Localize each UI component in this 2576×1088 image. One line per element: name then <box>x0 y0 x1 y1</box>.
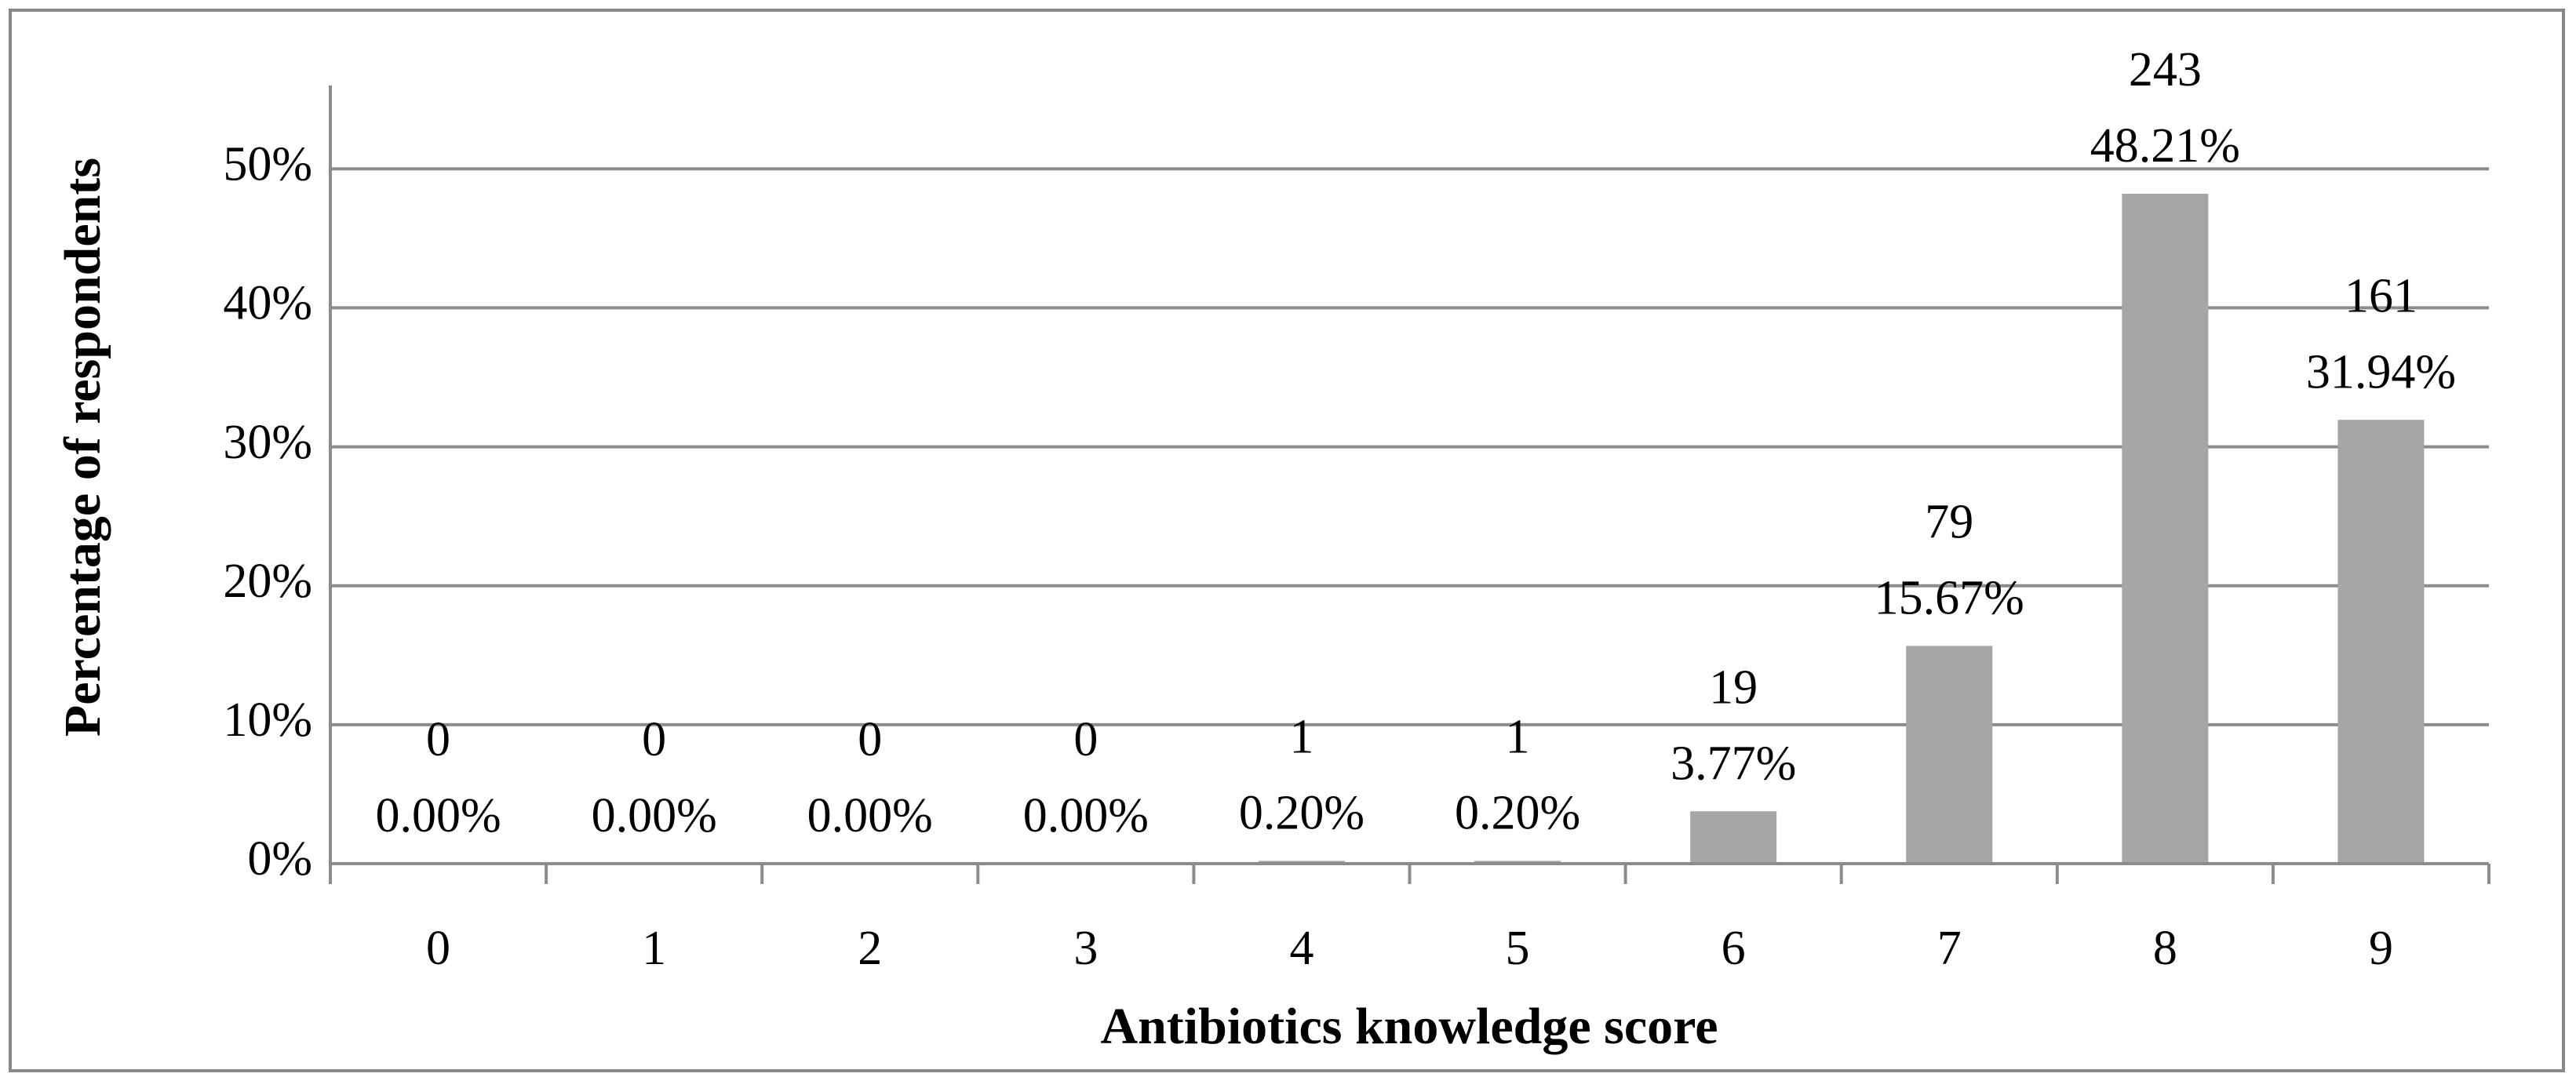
bar <box>1690 811 1777 864</box>
count-label: 79 <box>1925 496 1973 549</box>
y-tick-label: 50% <box>223 138 312 191</box>
value-label: 0.00% <box>1023 789 1149 842</box>
y-axis-title: Percentage of respondents <box>54 158 111 737</box>
x-tick-label: 2 <box>858 922 882 975</box>
value-label: 0.20% <box>1239 787 1365 840</box>
count-label: 243 <box>2129 43 2202 96</box>
count-label: 19 <box>1709 660 1758 714</box>
y-tick-label: 30% <box>223 416 312 469</box>
x-tick-label: 3 <box>1073 922 1098 975</box>
value-label: 0.20% <box>1455 787 1580 840</box>
x-tick-label: 0 <box>426 922 450 975</box>
y-tick-label: 20% <box>223 555 312 608</box>
x-tick-label: 8 <box>2153 922 2177 975</box>
count-label: 161 <box>2345 269 2418 322</box>
y-tick-label: 0% <box>247 832 312 886</box>
value-label: 0.00% <box>807 789 933 842</box>
value-label: 31.94% <box>2306 345 2456 398</box>
count-label: 0 <box>426 713 450 766</box>
value-label: 0.00% <box>375 789 501 842</box>
value-label: 15.67% <box>1875 572 2024 625</box>
bar <box>2337 420 2425 864</box>
x-tick-label: 1 <box>642 922 666 975</box>
count-label: 1 <box>1289 711 1314 764</box>
count-label: 0 <box>642 713 666 766</box>
y-tick-label: 10% <box>223 693 312 747</box>
x-tick-label: 9 <box>2369 922 2393 975</box>
value-label: 48.21% <box>2090 119 2240 173</box>
x-tick-label: 4 <box>1289 922 1314 975</box>
count-label: 1 <box>1506 711 1530 764</box>
x-axis-title: Antibiotics knowledge score <box>1100 998 1718 1055</box>
x-tick-label: 6 <box>1722 922 1746 975</box>
bar <box>1906 646 1993 864</box>
value-label: 0.00% <box>592 789 717 842</box>
count-label: 0 <box>858 713 882 766</box>
bar <box>2122 193 2209 864</box>
count-label: 0 <box>1073 713 1098 766</box>
x-tick-label: 7 <box>1937 922 1962 975</box>
value-label: 3.77% <box>1671 737 1796 790</box>
x-tick-label: 5 <box>1506 922 1530 975</box>
y-tick-label: 40% <box>223 277 312 330</box>
